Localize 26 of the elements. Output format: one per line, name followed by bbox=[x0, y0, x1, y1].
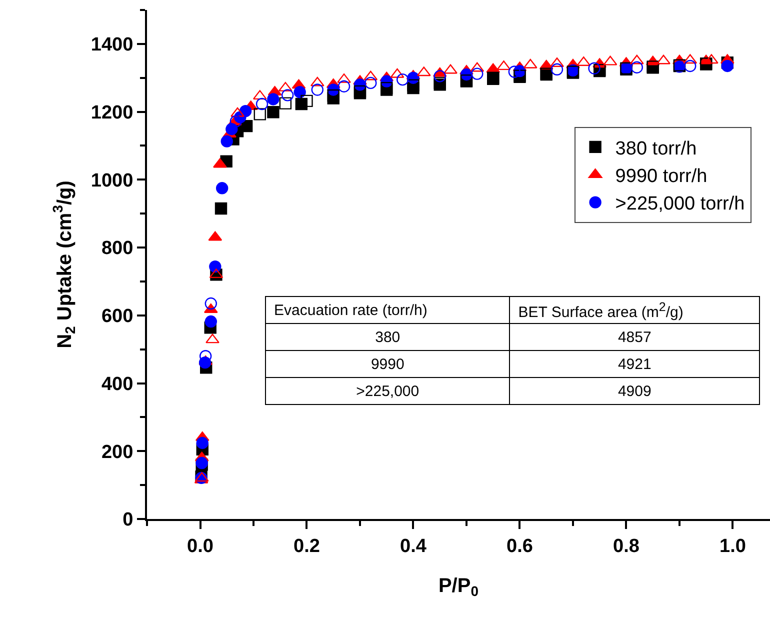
y-tick-label: 200 bbox=[101, 442, 134, 463]
annotation: 4857 bbox=[510, 324, 760, 350]
annotation: 4921 bbox=[510, 350, 760, 378]
y-tick-label: 1000 bbox=[90, 170, 134, 192]
y-tick-label: 1200 bbox=[90, 102, 134, 124]
y-tick-label: 0 bbox=[122, 510, 134, 531]
y-tick-label: 400 bbox=[101, 374, 134, 395]
x-tick-label: 0.0 bbox=[187, 536, 214, 557]
legend-label: 380 torr/h bbox=[615, 138, 697, 160]
x-tick-label: 0.2 bbox=[294, 536, 320, 557]
annotation: 4909 bbox=[510, 378, 760, 404]
annotation: BET Surface area (m$^{2}$/g) bbox=[510, 296, 760, 324]
annotation: Evacuation rate (torr/h) bbox=[266, 296, 510, 324]
legend-label: 9990 torr/h bbox=[615, 166, 708, 188]
annotation: 9990 bbox=[266, 350, 510, 378]
x-tick-label: 1.0 bbox=[720, 536, 746, 557]
x-tick-label: 0.8 bbox=[613, 536, 640, 557]
x-axis-title: P/P$_{0}$ bbox=[438, 574, 479, 599]
y-tick-label: 1400 bbox=[90, 34, 134, 56]
annotation: 380 bbox=[266, 324, 510, 350]
x-tick-label: 0.4 bbox=[400, 536, 427, 557]
legend-label: >225,000 torr/h bbox=[615, 194, 745, 215]
x-tick-label: 0.6 bbox=[506, 536, 533, 557]
y-tick-label: 800 bbox=[101, 238, 134, 260]
annotation: >225,000 bbox=[266, 378, 510, 404]
y-tick-label: 600 bbox=[101, 306, 134, 328]
